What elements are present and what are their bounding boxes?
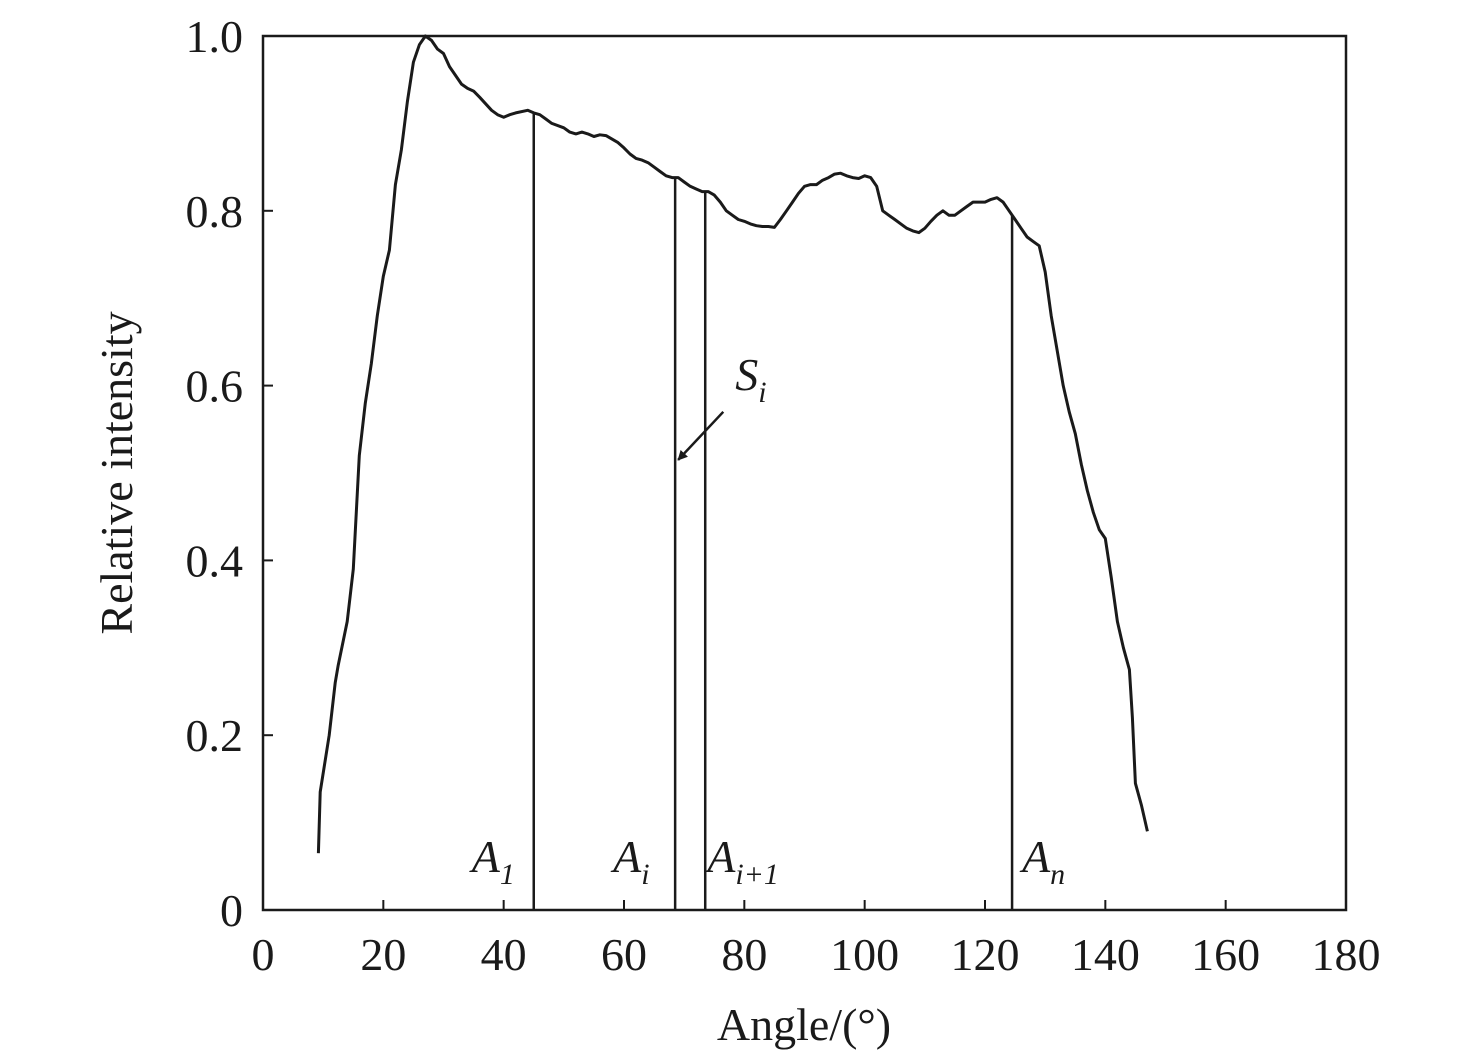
annotations: Si xyxy=(677,349,767,461)
y-axis-title: Relative intensity xyxy=(91,311,142,634)
plot-area-frame xyxy=(261,34,1348,912)
marker-label: A1 xyxy=(469,831,515,891)
y-tick-label: 0.6 xyxy=(186,361,244,412)
y-axis-ticks: 0 0.2 0.4 0.6 0.8 1.0 xyxy=(186,11,273,936)
annotation-label: Si xyxy=(735,349,766,409)
x-tick-label: 180 xyxy=(1312,929,1381,980)
annotation-arrow xyxy=(677,410,725,461)
x-tick-label: 40 xyxy=(481,929,527,980)
x-tick-label: 60 xyxy=(601,929,647,980)
x-axis-ticks: 0 20 40 60 80 100 120 140 160 180 xyxy=(252,900,1381,980)
marker-label: Ai+1 xyxy=(704,831,779,891)
marker-label: An xyxy=(1019,831,1065,891)
vertical-markers: A1 Ai Ai+1 An xyxy=(469,112,1065,910)
y-tick-label: 0 xyxy=(220,885,243,936)
x-tick-label: 160 xyxy=(1191,929,1260,980)
x-axis-title: Angle/(°) xyxy=(717,999,891,1050)
y-tick-label: 0.2 xyxy=(186,710,244,761)
y-tick-label: 0.4 xyxy=(186,535,244,586)
x-tick-label: 0 xyxy=(252,929,275,980)
x-tick-label: 20 xyxy=(360,929,406,980)
marker-label: Ai xyxy=(610,831,649,891)
y-tick-label: 1.0 xyxy=(186,11,244,62)
x-tick-label: 140 xyxy=(1071,929,1140,980)
y-tick-label: 0.8 xyxy=(186,186,244,237)
x-tick-label: 100 xyxy=(830,929,899,980)
x-tick-label: 80 xyxy=(721,929,767,980)
x-tick-label: 120 xyxy=(951,929,1020,980)
intensity-curve xyxy=(316,34,1149,854)
